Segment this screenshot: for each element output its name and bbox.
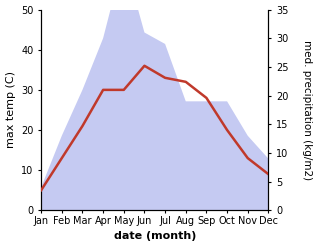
Y-axis label: med. precipitation (kg/m2): med. precipitation (kg/m2)	[302, 40, 313, 180]
X-axis label: date (month): date (month)	[114, 231, 196, 242]
Y-axis label: max temp (C): max temp (C)	[5, 71, 16, 148]
